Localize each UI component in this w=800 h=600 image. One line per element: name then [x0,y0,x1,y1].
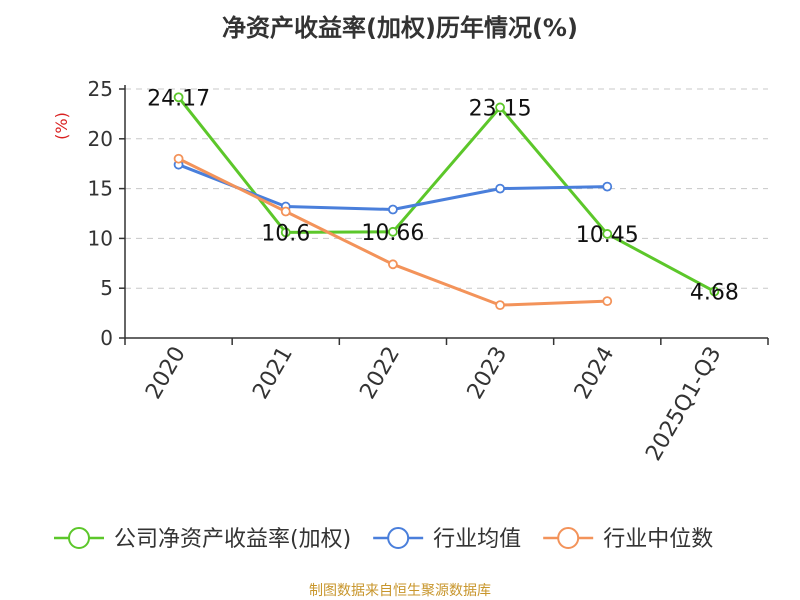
data-label: 10.66 [361,221,424,246]
source-note: 制图数据来自恒生聚源数据库 [309,583,491,599]
y-tick-label: 15 [88,177,113,201]
y-tick-label: 10 [88,226,113,250]
x-tick-label: 2020 [141,343,191,404]
series-2-point [602,181,613,192]
x-tick-label: 2024 [570,343,620,404]
data-label: 10.45 [576,223,639,248]
y-axis-label: (%) [52,112,71,140]
x-tick-label: 2023 [463,343,513,404]
y-tick-label: 20 [88,127,113,151]
x-tick-label: 2021 [248,343,298,404]
data-label: 4.68 [690,280,739,305]
series-1-point [602,229,613,239]
chart-title: 净资产收益率(加权)历年情况(%) [222,14,578,42]
series-1-point [173,92,184,103]
legend-marker-1 [68,527,90,549]
x-tick-label: 2025Q1-Q3 [641,343,726,466]
y-tick-label: 0 [100,326,113,350]
data-label: 23.15 [469,96,532,121]
series-line-1 [177,96,716,293]
data-label: 10.6 [261,221,310,246]
legend-marker-3 [557,527,580,549]
legend-label-1: 公司净资产收益率(加权) [114,527,351,552]
y-tick-label: 25 [88,77,113,101]
series-3-point [173,153,184,164]
series-line-2 [178,163,608,212]
series-3-point [388,259,398,270]
legend-label-3: 行业中位数 [603,527,713,552]
series-3-point [280,206,291,217]
legend-marker-2 [387,527,410,549]
series-2-point [495,183,505,194]
series-1-point [709,286,720,297]
series-1-point [495,102,505,113]
legend-label-2: 行业均值 [433,527,521,552]
series-2-point [388,204,398,215]
series-3-point [495,300,505,311]
y-tick-label: 5 [100,276,113,300]
data-label: 24.17 [147,86,210,111]
series-3-point [602,296,613,307]
series-1-point [280,227,291,238]
series-1-point [388,226,398,237]
x-tick-label: 2022 [355,343,405,404]
